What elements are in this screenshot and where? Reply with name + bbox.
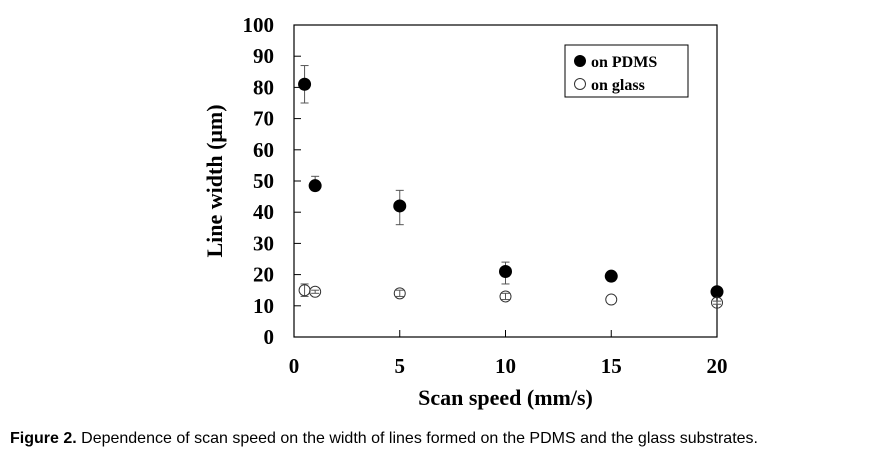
legend-marker-glass [574, 78, 586, 90]
y-tick-label: 20 [253, 263, 274, 287]
pdms-point [604, 269, 618, 283]
caption-text: Dependence of scan speed on the width of… [76, 430, 758, 447]
y-tick-label: 90 [253, 44, 274, 68]
x-tick-label: 5 [395, 354, 406, 378]
x-tick-label: 20 [707, 354, 728, 378]
y-tick-label: 40 [253, 200, 274, 224]
x-tick-label: 15 [601, 354, 622, 378]
x-axis-label: Scan speed (mm/s) [418, 385, 593, 410]
pdms-point [308, 179, 322, 193]
x-tick-label: 0 [289, 354, 300, 378]
y-tick-label: 100 [243, 13, 275, 37]
legend-box [564, 44, 689, 98]
y-tick-label: 10 [253, 294, 274, 318]
figure-caption: Figure 2. Dependence of scan speed on th… [10, 430, 758, 448]
y-tick-label: 50 [253, 169, 274, 193]
pdms-point [298, 77, 312, 91]
y-tick-label: 80 [253, 75, 274, 99]
scatter-chart: 0 10 20 30 40 50 60 70 80 90 100 0 5 10 15 20 Scan speed… [202, 13, 728, 410]
y-tick-label: 0 [264, 325, 275, 349]
glass-point [605, 293, 618, 306]
caption-label: Figure 2. [10, 430, 77, 447]
pdms-point [710, 285, 724, 299]
pdms-point [499, 264, 512, 278]
pdms-point [393, 199, 407, 213]
y-axis-label: Line width (μm) [202, 104, 227, 257]
legend-label-glass: on glass [591, 77, 645, 94]
y-tick-label: 70 [253, 107, 274, 131]
legend-label-pdms: on PDMS [591, 54, 657, 71]
y-tick-label: 60 [253, 138, 274, 162]
glass-point [309, 285, 322, 298]
glass-point [393, 287, 406, 300]
x-tick-label: 10 [495, 354, 516, 378]
legend-marker-pdms [574, 55, 586, 67]
glass-point [499, 290, 512, 303]
y-tick-label: 30 [253, 231, 274, 255]
glass-point [711, 296, 723, 309]
